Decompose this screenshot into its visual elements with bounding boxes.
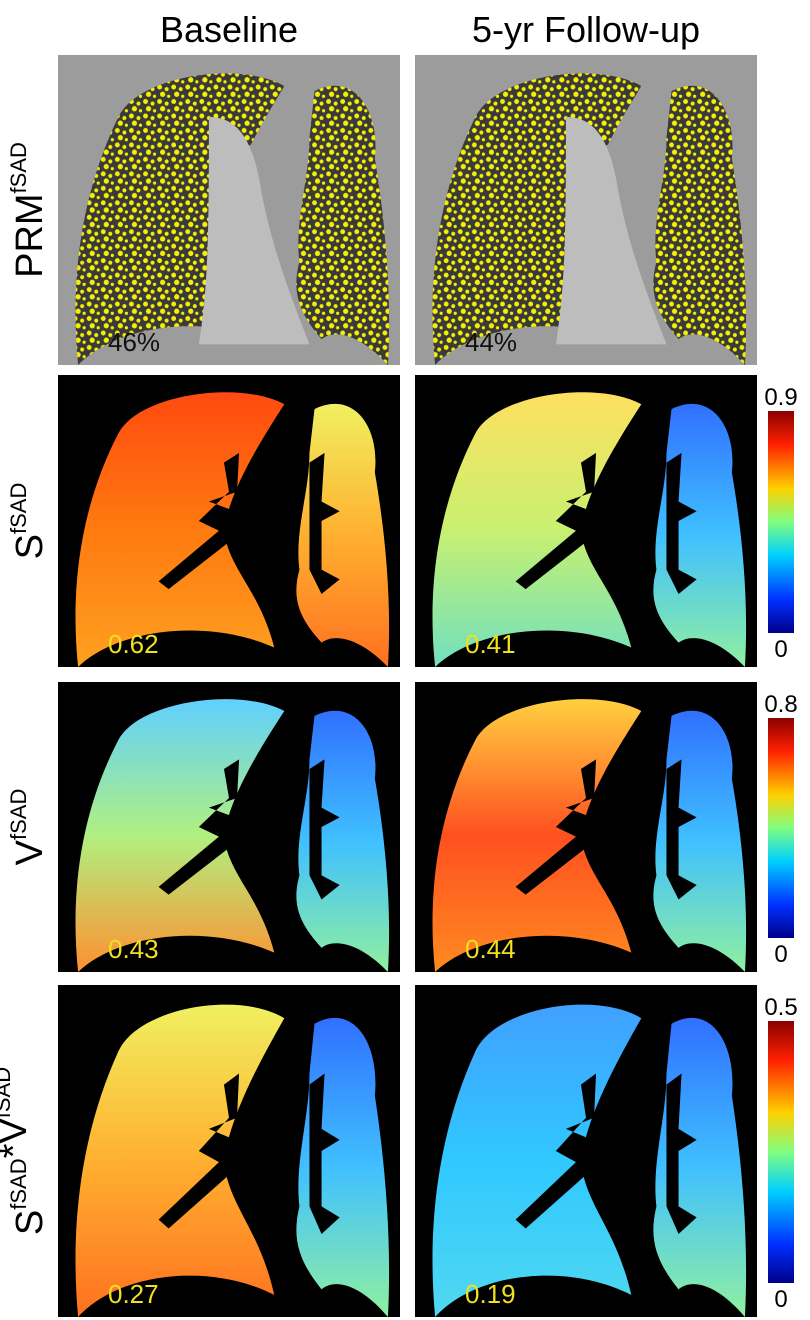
panel-value: 0.44 <box>465 934 516 964</box>
image-panel <box>415 375 757 667</box>
colorbar-max: 0.9 <box>764 384 797 411</box>
colorbar-min: 0 <box>774 636 787 663</box>
label-base: S <box>9 534 51 559</box>
label-base: PRM <box>9 193 51 277</box>
image-panel <box>58 375 400 667</box>
label-sup: fSAD <box>6 142 31 193</box>
label-sup: fSAD <box>0 1067 15 1118</box>
image-panel <box>58 985 400 1317</box>
column-title: 5-yr Follow-up <box>472 9 700 50</box>
colorbar-min: 0 <box>774 941 787 968</box>
colorbar <box>768 718 794 938</box>
panel-value: 0.43 <box>108 934 159 964</box>
colorbar-max: 0.5 <box>764 994 797 1021</box>
colorbar-min: 0 <box>774 1286 787 1313</box>
image-panel <box>415 55 757 365</box>
colorbar-max: 0.8 <box>764 691 797 718</box>
image-panel <box>415 682 757 972</box>
label-sup: fSAD <box>6 789 31 840</box>
row-label: SfSAD <box>6 483 51 560</box>
row-label: SfSAD*VfSAD <box>0 1067 51 1235</box>
image-panel <box>415 985 757 1317</box>
figure: Baseline5-yr Follow-upPRMfSAD46%44%SfSAD… <box>0 0 810 1320</box>
panel-value: 0.41 <box>465 629 516 659</box>
colorbar <box>768 1021 794 1283</box>
panel-value: 0.19 <box>465 1279 516 1309</box>
panel-value: 0.62 <box>108 629 159 659</box>
column-title: Baseline <box>160 9 298 50</box>
label-sup: fSAD <box>6 483 31 534</box>
colorbar <box>768 411 794 633</box>
row-label: PRMfSAD <box>6 142 51 278</box>
panel-value: 46% <box>108 327 160 357</box>
image-panel <box>58 55 400 365</box>
row-label: VfSAD <box>6 789 51 866</box>
panel-value: 0.27 <box>108 1279 159 1309</box>
label-base: V <box>9 839 51 865</box>
label-base: *V <box>0 1118 35 1159</box>
label-base: S <box>9 1210 51 1235</box>
label-sup: fSAD <box>6 1158 31 1209</box>
panel-value: 44% <box>465 327 517 357</box>
image-panel <box>58 682 400 972</box>
